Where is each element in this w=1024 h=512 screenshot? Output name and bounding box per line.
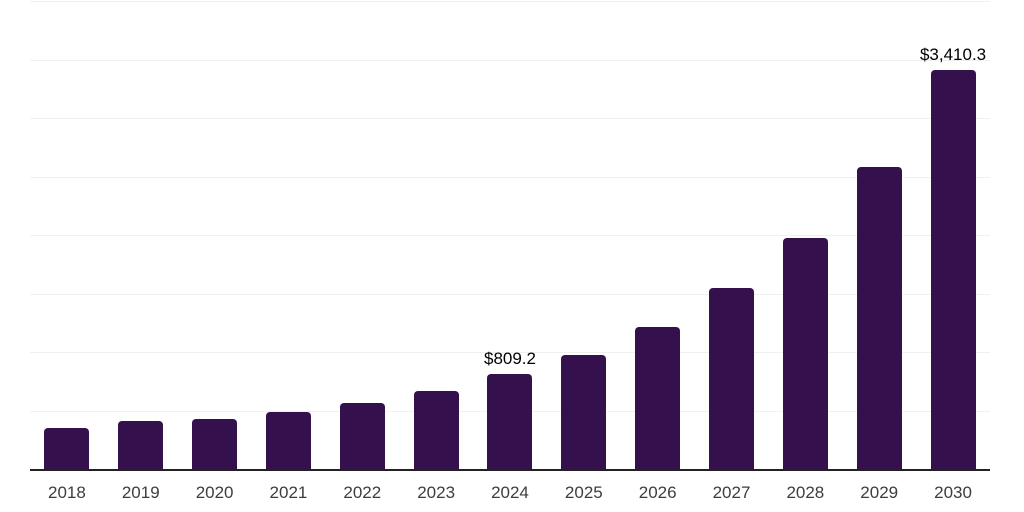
data-label-2030: $3,410.3 — [919, 45, 987, 64]
x-axis-label-2018: 2018 — [48, 483, 86, 502]
bar-2023 — [413, 391, 459, 469]
bars-container: $809.2 $3,410.3 — [30, 1, 990, 469]
data-label-2024: $809.2 — [483, 349, 536, 369]
bar-slot-2020 — [178, 1, 252, 469]
x-axis-label-2029: 2029 — [860, 483, 899, 502]
bar-2028 — [782, 237, 828, 469]
bar-slot-2021 — [252, 1, 326, 469]
bar-2022 — [339, 402, 385, 469]
bar-2024 — [487, 374, 533, 469]
bar-slot-2026 — [621, 1, 695, 469]
gridline — [30, 59, 990, 61]
bar-slot-2024: $809.2 — [473, 1, 547, 469]
x-axis-label-2021: 2021 — [269, 483, 308, 502]
bar-slot-2018 — [30, 1, 104, 469]
x-axis-label-2027: 2027 — [712, 483, 751, 502]
bar-slot-2019 — [104, 1, 178, 469]
gridline — [30, 352, 990, 353]
bar-2020 — [192, 418, 238, 469]
x-axis-label-2025: 2025 — [564, 483, 603, 502]
bar-slot-2029 — [842, 1, 916, 469]
gridline — [30, 1, 990, 2]
gridline — [30, 118, 990, 119]
bar-slot-2025 — [547, 1, 621, 469]
bar-2019 — [118, 421, 164, 469]
bar-2025 — [561, 354, 607, 469]
bar-2021 — [265, 412, 311, 469]
gridline — [30, 235, 990, 236]
x-axis-label-2022: 2022 — [343, 483, 382, 502]
bar-slot-2023 — [399, 1, 473, 469]
x-axis-label-2023: 2023 — [417, 483, 456, 502]
bar-2030 — [930, 70, 976, 469]
bar-slot-2030: $3,410.3 — [916, 1, 990, 469]
bar-slot-2028 — [768, 1, 842, 469]
gridline — [30, 293, 990, 295]
bar-slot-2027 — [695, 1, 769, 469]
x-axis-label-2024: 2024 — [491, 483, 529, 502]
bar-slot-2022 — [325, 1, 399, 469]
bar-2027 — [709, 288, 755, 469]
x-axis-labels: 2018 2019 2020 2021 2022 2023 2024 2025 2026 2027… — [30, 483, 990, 503]
gridline — [30, 176, 990, 178]
x-axis-label-2028: 2028 — [786, 483, 825, 502]
plot-area: $809.2 $3,410.3 — [30, 1, 990, 471]
x-axis-label-2030: 2030 — [934, 483, 972, 502]
x-axis-label-2020: 2020 — [195, 483, 234, 502]
x-axis-label-2026: 2026 — [638, 483, 677, 502]
bar-2018 — [44, 427, 90, 469]
bar-2026 — [635, 326, 681, 469]
x-axis-label-2019: 2019 — [121, 483, 160, 502]
bar-2029 — [856, 166, 902, 469]
